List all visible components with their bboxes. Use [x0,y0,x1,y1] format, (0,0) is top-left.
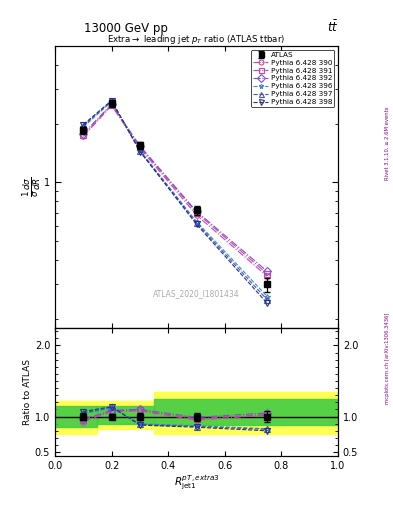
Text: 13000 GeV pp: 13000 GeV pp [84,22,168,35]
Y-axis label: Ratio to ATLAS: Ratio to ATLAS [23,359,32,424]
Text: mcplots.cern.ch [arXiv:1306.3436]: mcplots.cern.ch [arXiv:1306.3436] [385,313,390,404]
Text: Rivet 3.1.10, ≥ 2.6M events: Rivet 3.1.10, ≥ 2.6M events [385,106,390,180]
Title: Extra$\rightarrow$ leading jet $p_T$ ratio (ATLAS ttbar): Extra$\rightarrow$ leading jet $p_T$ rat… [107,33,286,46]
Text: ATLAS_2020_I1801434: ATLAS_2020_I1801434 [153,289,240,298]
Legend: ATLAS, Pythia 6.428 390, Pythia 6.428 391, Pythia 6.428 392, Pythia 6.428 396, P: ATLAS, Pythia 6.428 390, Pythia 6.428 39… [251,50,334,107]
Text: $t\bar{t}$: $t\bar{t}$ [327,19,339,35]
X-axis label: $R_{\mathrm{jet1}}^{pT,extra3}$: $R_{\mathrm{jet1}}^{pT,extra3}$ [174,473,219,492]
Y-axis label: $\frac{1}{\sigma}\frac{d\sigma}{dR}$: $\frac{1}{\sigma}\frac{d\sigma}{dR}$ [21,177,43,197]
